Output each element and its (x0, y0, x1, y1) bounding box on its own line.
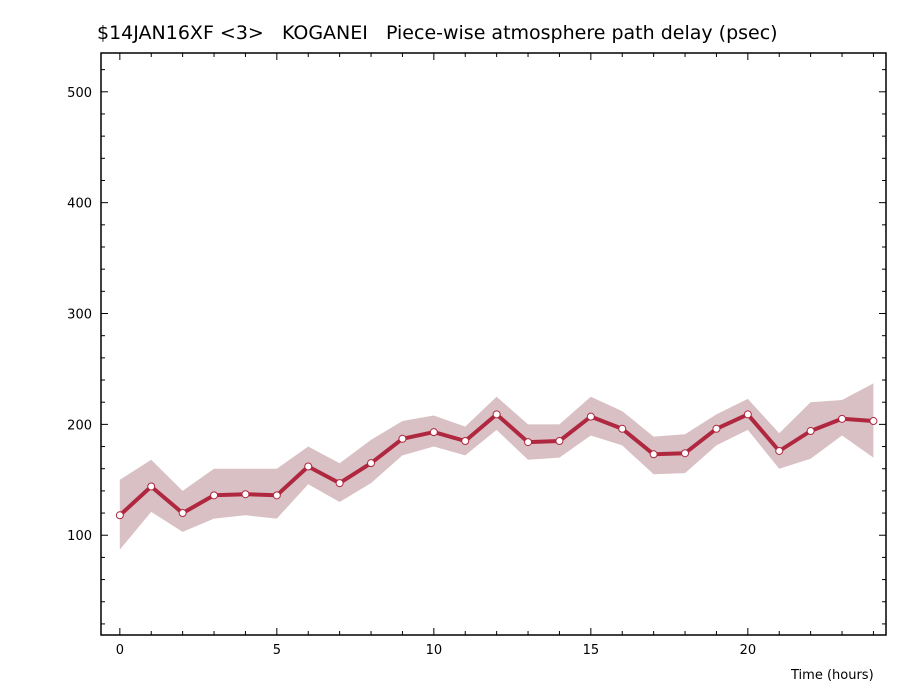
data-point (272, 491, 281, 500)
y-tick-label: 500 (67, 86, 92, 101)
plot-frame (100, 52, 887, 636)
data-points (115, 410, 878, 520)
y-tick-label: 400 (67, 197, 92, 212)
axis-ticks: 0 5 10 15 20 100 200 300 400 500 (67, 53, 886, 658)
x-tick-label: 5 (273, 643, 281, 658)
data-point (335, 479, 344, 488)
data-point (210, 491, 219, 500)
data-point (398, 434, 407, 443)
x-axis-label: Time (hours) (790, 668, 874, 683)
x-tick-label: 15 (583, 643, 600, 658)
data-point (806, 427, 815, 436)
data-point (838, 414, 847, 423)
data-point (649, 450, 658, 459)
y-tick-label: 300 (67, 308, 92, 323)
data-point (775, 446, 784, 455)
data-point (429, 428, 438, 437)
uncertainty-band-layer (119, 383, 874, 550)
data-point (241, 490, 250, 499)
data-point (524, 438, 533, 447)
chart-title: $14JAN16XF <3> KOGANEI Piece-wise atmosp… (97, 22, 778, 44)
data-point (492, 410, 501, 419)
data-point (461, 437, 470, 445)
data-point (304, 462, 313, 471)
uncertainty-band (119, 383, 874, 550)
data-point (712, 424, 721, 433)
x-tick-label: 0 (116, 643, 124, 658)
data-point (681, 449, 690, 458)
data-point (586, 412, 595, 421)
data-point (618, 424, 627, 433)
y-tick-label: 200 (67, 418, 92, 433)
data-point (743, 410, 752, 419)
data-point (869, 417, 878, 426)
x-tick-label: 10 (426, 643, 443, 658)
data-point (147, 482, 156, 491)
data-point (555, 437, 564, 445)
data-point (178, 509, 187, 518)
data-point (367, 459, 376, 468)
y-tick-label: 100 (67, 529, 92, 544)
data-point (115, 511, 124, 520)
x-tick-label: 20 (740, 643, 757, 658)
